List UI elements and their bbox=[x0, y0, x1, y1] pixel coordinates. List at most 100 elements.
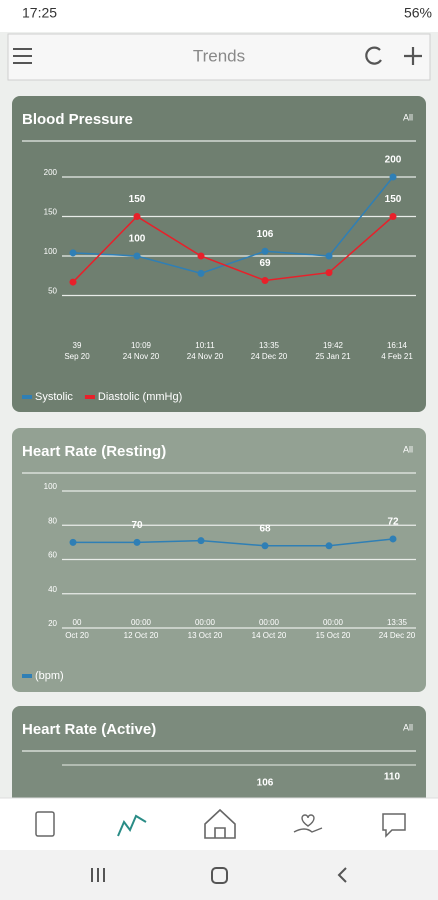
sys-recents[interactable] bbox=[91, 868, 105, 882]
data-point bbox=[389, 213, 397, 220]
card-title: Heart Rate (Resting) bbox=[22, 443, 166, 460]
legend-swatch bbox=[84, 395, 95, 399]
value-label: 150 bbox=[129, 194, 146, 205]
y-tick-label: 60 bbox=[48, 551, 57, 560]
value-label: 106 bbox=[257, 778, 274, 789]
data-point bbox=[325, 252, 333, 260]
x-tick-label: Oct 20 bbox=[65, 631, 89, 640]
y-tick-label: 40 bbox=[48, 585, 57, 594]
value-label: 72 bbox=[387, 517, 399, 528]
y-tick-label: 80 bbox=[48, 516, 57, 525]
x-tick-label: 39 bbox=[73, 341, 82, 350]
status-time: 17:25 bbox=[22, 5, 57, 21]
value-label: 68 bbox=[259, 523, 271, 534]
x-tick-label: 15 Oct 20 bbox=[316, 631, 351, 640]
value-label: 100 bbox=[129, 234, 146, 245]
data-point bbox=[197, 269, 205, 277]
x-tick-label: Sep 20 bbox=[64, 352, 90, 361]
y-tick-label: 100 bbox=[44, 482, 58, 491]
x-tick-label: 00:00 bbox=[195, 618, 216, 627]
x-tick-label: 10:09 bbox=[131, 341, 152, 350]
x-tick-label: 13:35 bbox=[259, 341, 280, 350]
nav-home[interactable] bbox=[204, 808, 236, 839]
y-tick-label: 20 bbox=[48, 619, 57, 628]
x-tick-label: 13:35 bbox=[387, 618, 408, 627]
value-label: 150 bbox=[385, 194, 402, 205]
card bbox=[12, 96, 426, 412]
value-label: 200 bbox=[385, 155, 402, 166]
x-tick-label: 19:42 bbox=[323, 341, 344, 350]
series-line bbox=[73, 538, 394, 547]
x-tick-label: 24 Nov 20 bbox=[187, 352, 224, 361]
card-title: Heart Rate (Active) bbox=[22, 721, 156, 738]
sys-home[interactable] bbox=[211, 867, 228, 884]
x-tick-label: 00:00 bbox=[259, 618, 280, 627]
x-tick-label: 24 Nov 20 bbox=[123, 352, 160, 361]
filter-button[interactable]: All bbox=[403, 112, 413, 122]
data-point bbox=[197, 252, 205, 260]
x-tick-label: 00:00 bbox=[323, 618, 344, 627]
data-point bbox=[133, 213, 141, 220]
bottom-nav bbox=[0, 798, 438, 850]
y-tick-label: 150 bbox=[44, 208, 58, 217]
system-nav bbox=[0, 850, 438, 900]
x-tick-label: 10:11 bbox=[195, 341, 215, 350]
data-point bbox=[325, 269, 333, 277]
data-point bbox=[389, 535, 397, 543]
value-label: 70 bbox=[131, 520, 143, 531]
data-point bbox=[389, 173, 397, 181]
data-point bbox=[69, 538, 77, 546]
y-tick-label: 100 bbox=[44, 247, 58, 256]
data-point bbox=[261, 247, 269, 255]
data-point bbox=[69, 278, 77, 286]
data-point bbox=[325, 542, 333, 550]
x-tick-label: 14 Oct 20 bbox=[252, 631, 287, 640]
nav-log[interactable] bbox=[35, 811, 55, 837]
app-bar bbox=[7, 33, 431, 81]
legend-label: (bpm) bbox=[35, 670, 64, 682]
y-tick-label: 200 bbox=[44, 168, 58, 177]
x-tick-label: 25 Jan 21 bbox=[315, 352, 351, 361]
x-tick-label: 12 Oct 20 bbox=[124, 631, 159, 640]
nav-care[interactable] bbox=[293, 814, 323, 833]
app-title: Trends bbox=[193, 46, 245, 65]
add-button[interactable] bbox=[404, 47, 422, 65]
data-point bbox=[261, 542, 269, 550]
value-label: 110 bbox=[384, 772, 401, 783]
data-point bbox=[133, 252, 141, 260]
legend-label: Systolic bbox=[35, 391, 73, 403]
refresh-button[interactable] bbox=[365, 46, 382, 65]
card-title: Blood Pressure bbox=[22, 111, 133, 128]
legend-label: Diastolic (mmHg) bbox=[98, 391, 182, 403]
menu-button[interactable] bbox=[13, 48, 32, 64]
x-tick-label: 00:00 bbox=[131, 618, 152, 627]
legend-swatch bbox=[22, 674, 32, 678]
data-point bbox=[69, 249, 77, 257]
x-tick-label: 24 Dec 20 bbox=[251, 352, 288, 361]
nav-trends[interactable] bbox=[117, 814, 147, 837]
data-point bbox=[133, 538, 141, 546]
filter-button[interactable]: All bbox=[403, 722, 413, 732]
value-label: 69 bbox=[259, 258, 271, 269]
x-tick-label: 16:14 bbox=[387, 341, 408, 350]
nav-messages[interactable] bbox=[382, 813, 406, 838]
sys-back[interactable] bbox=[337, 867, 347, 883]
series-line bbox=[72, 176, 394, 275]
x-tick-label: 24 Dec 20 bbox=[379, 631, 416, 640]
filter-button[interactable]: All bbox=[403, 444, 413, 454]
legend-swatch bbox=[22, 395, 32, 399]
status-bar bbox=[0, 0, 438, 32]
data-point bbox=[197, 537, 205, 545]
status-battery: 56% bbox=[404, 5, 432, 21]
y-tick-label: 50 bbox=[48, 287, 57, 296]
x-tick-label: 4 Feb 21 bbox=[381, 352, 413, 361]
x-tick-label: 13 Oct 20 bbox=[188, 631, 223, 640]
charts: Blood Pressure All 50 100 150 200 39 Sep 20 10:0… bbox=[22, 111, 416, 789]
card bbox=[12, 706, 426, 816]
value-label: 106 bbox=[257, 229, 274, 240]
x-tick-label: 00 bbox=[73, 618, 82, 627]
series-line bbox=[72, 215, 394, 283]
data-point bbox=[261, 276, 269, 284]
